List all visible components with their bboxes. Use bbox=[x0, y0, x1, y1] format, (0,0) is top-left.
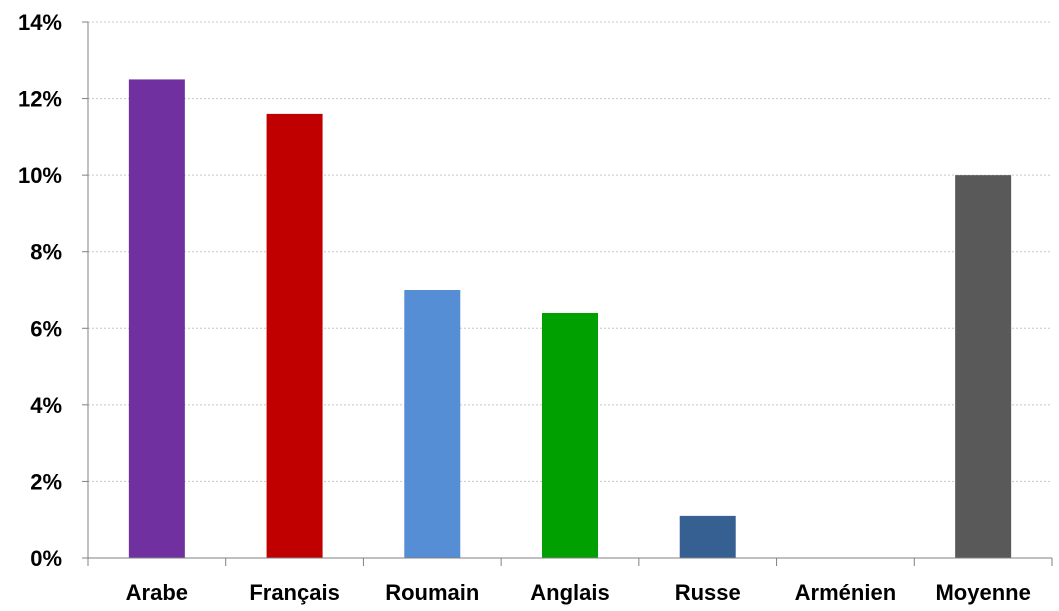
bar-moyenne bbox=[955, 175, 1012, 558]
x-tick-label: Arménien bbox=[795, 580, 896, 605]
y-tick-label: 4% bbox=[30, 393, 62, 418]
x-tick-label: Moyenne bbox=[935, 580, 1030, 605]
x-tick-label: Anglais bbox=[530, 580, 609, 605]
y-tick-label: 0% bbox=[30, 546, 62, 571]
bar-français bbox=[266, 113, 323, 558]
y-tick-label: 10% bbox=[18, 163, 62, 188]
bar-roumain bbox=[404, 290, 461, 558]
y-tick-label: 14% bbox=[18, 10, 62, 35]
labels: 0% 2% 4% 6% 8% 10% 12% 14% Arabe Français Roumain A… bbox=[18, 10, 1031, 605]
bar-anglais bbox=[542, 312, 598, 558]
x-tick-label: Roumain bbox=[385, 580, 479, 605]
x-tick-label: Arabe bbox=[126, 580, 188, 605]
y-tick-label: 2% bbox=[30, 469, 62, 494]
x-tick-label: Français bbox=[249, 580, 340, 605]
y-tick-label: 12% bbox=[18, 87, 62, 112]
y-tick-label: 8% bbox=[30, 240, 62, 265]
x-tick-label: Russe bbox=[675, 580, 741, 605]
bar-arabe bbox=[128, 79, 185, 558]
bars bbox=[128, 79, 1012, 558]
y-tick-label: 6% bbox=[30, 316, 62, 341]
axes bbox=[82, 21, 1053, 566]
bar-russe bbox=[679, 515, 736, 558]
